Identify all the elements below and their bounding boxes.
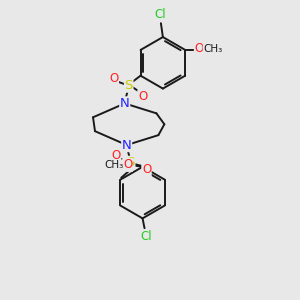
Text: N: N [120,97,130,110]
Text: O: O [142,163,151,176]
Text: O: O [194,42,204,56]
Text: CH₃: CH₃ [104,160,123,170]
Text: N: N [122,139,132,152]
Text: S: S [124,79,133,92]
Text: O: O [111,149,120,162]
Text: O: O [138,90,147,103]
Text: Cl: Cl [141,230,152,243]
Text: CH₃: CH₃ [203,44,223,54]
Text: O: O [123,158,132,171]
Text: S: S [127,156,135,170]
Text: Cl: Cl [154,8,166,21]
Text: O: O [109,72,119,85]
